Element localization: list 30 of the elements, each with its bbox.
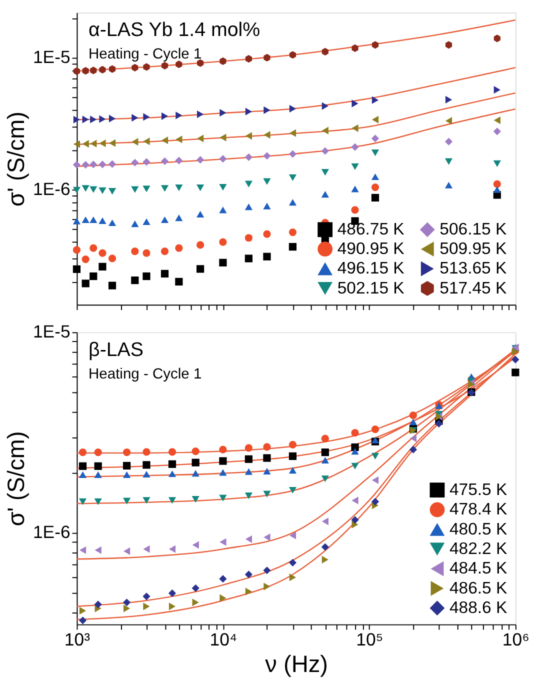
- x-tick-label: 10⁶: [502, 629, 530, 650]
- legend-label: 486.5 K: [450, 578, 508, 598]
- legend-label: 506.15 K: [440, 220, 507, 239]
- y-axis-title: σ' (S/cm): [4, 112, 30, 207]
- x-tick-label: 10⁵: [356, 629, 384, 650]
- legend-label: 509.95 K: [440, 238, 507, 258]
- y-axis-title: σ' (S/cm): [4, 431, 30, 526]
- legend-label: 475.5 K: [450, 480, 508, 499]
- x-axis-title: ν (Hz): [265, 652, 328, 678]
- annotation: Heating - Cycle 1: [88, 366, 202, 382]
- legend-label: 496.15 K: [337, 258, 404, 278]
- legend-label: 488.6 K: [450, 598, 508, 618]
- y-tick-label: 1E-5: [32, 47, 70, 68]
- annotation: β-LAS: [88, 338, 144, 361]
- legend-label: 486.75 K: [337, 220, 404, 239]
- x-tick-label: 10⁴: [210, 629, 238, 650]
- legend-label: 513.65 K: [440, 258, 507, 278]
- x-tick-label: 10³: [64, 629, 90, 650]
- legend-label: 482.2 K: [450, 538, 508, 558]
- annotation: Heating - Cycle 1: [88, 46, 202, 63]
- legend-label: 490.95 K: [337, 238, 404, 258]
- legend-label: 517.45 K: [440, 278, 507, 298]
- legend-label: 484.5 K: [450, 558, 508, 578]
- legend-label: 502.15 K: [337, 278, 404, 298]
- y-tick-label: 1E-6: [32, 522, 70, 542]
- y-tick-label: 1E-6: [32, 178, 70, 199]
- y-tick-label: 1E-5: [32, 322, 70, 342]
- legend-label: 480.5 K: [450, 519, 508, 538]
- legend-label: 478.4 K: [450, 500, 508, 519]
- annotation: α-LAS Yb 1.4 mol%: [88, 19, 260, 42]
